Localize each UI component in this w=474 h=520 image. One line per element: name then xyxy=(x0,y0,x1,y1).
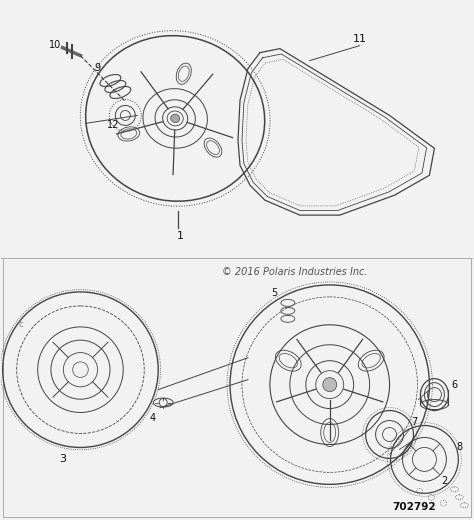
Text: 7: 7 xyxy=(411,417,418,426)
Text: 1: 1 xyxy=(177,231,183,241)
Text: 8: 8 xyxy=(456,443,463,452)
Text: 11: 11 xyxy=(353,34,367,44)
Ellipse shape xyxy=(171,114,180,123)
Text: 10: 10 xyxy=(49,40,62,49)
Text: 9: 9 xyxy=(94,62,100,73)
Text: 6: 6 xyxy=(451,380,457,389)
Text: 5: 5 xyxy=(271,288,277,298)
Text: 702792: 702792 xyxy=(392,502,436,512)
Text: 2: 2 xyxy=(441,476,447,486)
Circle shape xyxy=(323,378,337,392)
Text: © 2016 Polaris Industries Inc.: © 2016 Polaris Industries Inc. xyxy=(222,267,367,277)
Text: 12: 12 xyxy=(107,121,119,131)
Text: 4: 4 xyxy=(149,412,155,423)
Text: 3: 3 xyxy=(59,454,66,464)
Text: c: c xyxy=(18,320,23,329)
